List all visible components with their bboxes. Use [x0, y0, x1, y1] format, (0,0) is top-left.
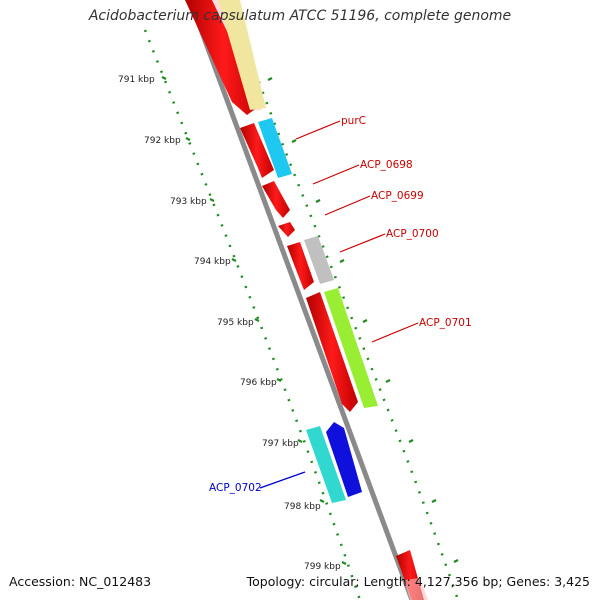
leader-line-purc — [295, 120, 341, 140]
ruler-tick — [341, 561, 347, 565]
ruler-label: 793 kbp — [170, 197, 207, 207]
gene-feature-blue — [326, 422, 362, 497]
ruler-tick — [362, 319, 368, 323]
gene-feature-pale-yellow — [218, 0, 266, 110]
ruler-tick — [185, 137, 191, 141]
ruler-tick — [431, 499, 437, 503]
accession-text: Accession: NC_012483 — [9, 574, 152, 589]
ruler-tick — [291, 139, 297, 143]
ruler-label: 798 kbp — [284, 502, 321, 512]
gene-label-acp0698: ACP_0698 — [360, 159, 413, 171]
leader-line-acp0700 — [339, 233, 386, 253]
translucent-overlay-lower — [404, 578, 428, 600]
leader-line-acp0698 — [312, 164, 360, 185]
ruler-label: 799 kbp — [304, 562, 341, 572]
gene-label-acp0699: ACP_0699 — [371, 190, 424, 202]
ruler-tick — [385, 379, 391, 383]
ruler-label: 796 kbp — [240, 378, 277, 388]
ruler-tick — [453, 559, 459, 563]
ruler-tick — [254, 318, 260, 322]
gene-label-acp0701: ACP_0701 — [419, 317, 472, 329]
gene-feature-red-acp0698 — [262, 181, 290, 218]
gene-feature-red-acp0699 — [278, 222, 295, 237]
genome-backbone — [187, 0, 415, 600]
ruler-tick — [276, 378, 282, 382]
gene-feature-red-purc — [240, 123, 274, 178]
ruler-label: 792 kbp — [144, 136, 181, 146]
ruler-label: 791 kbp — [118, 75, 155, 85]
ruler-tick — [209, 198, 215, 202]
ruler-label: 794 kbp — [194, 257, 231, 267]
gene-feature-lime — [324, 288, 378, 408]
gene-feature-red-acp0700 — [287, 242, 314, 290]
leader-line-acp0699 — [324, 195, 371, 216]
gene-feature-red-acp0701 — [306, 292, 358, 412]
ruler-tick — [297, 439, 303, 443]
ruler-tick — [161, 76, 167, 80]
gene-feature-red-1 — [185, 0, 262, 115]
ruler-tick — [315, 199, 321, 203]
ruler-tick — [267, 77, 273, 81]
inner-ruler-track — [143, 29, 362, 600]
gene-label-acp0700: ACP_0700 — [386, 228, 439, 240]
ruler-tick — [339, 259, 345, 263]
genome-summary-text: Topology: circular; Length: 4,127,356 bp… — [246, 574, 590, 589]
gene-feature-gray — [304, 236, 334, 284]
ruler-tick — [408, 439, 414, 443]
leader-line-acp0701 — [371, 322, 419, 343]
gene-feature-cyan — [258, 118, 292, 178]
ruler-label: 797 kbp — [262, 439, 299, 449]
gene-feature-teal — [306, 426, 346, 503]
leader-line-acp0702 — [259, 471, 306, 489]
gene-label-acp0702: ACP_0702 — [209, 482, 262, 494]
map-title: Acidobacterium capsulatum ATCC 51196, co… — [88, 8, 512, 24]
ruler-tick — [319, 499, 325, 503]
outer-ruler-track — [238, 29, 460, 600]
ruler-label: 795 kbp — [217, 318, 254, 328]
ruler-tick — [231, 258, 237, 262]
gene-label-purc: purC — [341, 115, 366, 127]
ruler-ticks — [161, 76, 459, 565]
